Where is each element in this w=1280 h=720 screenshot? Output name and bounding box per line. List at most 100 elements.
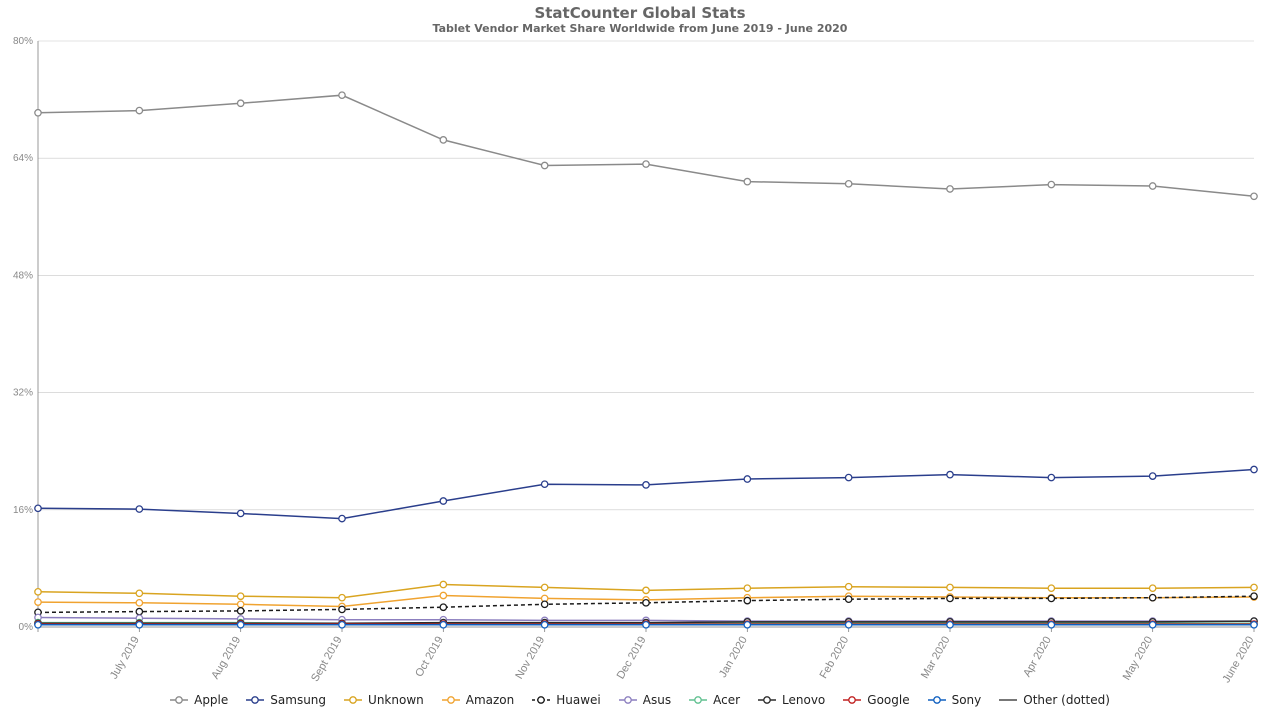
- marker: [237, 510, 243, 516]
- marker: [136, 107, 142, 113]
- legend-swatch: [689, 695, 707, 705]
- svg-text:32%: 32%: [13, 388, 33, 399]
- svg-text:16%: 16%: [13, 505, 33, 516]
- marker: [744, 178, 750, 184]
- marker: [440, 581, 446, 587]
- line-chart: 0% 16% 32% 48% 64% 80% July 2019 Aug 2019 Sept 2…: [0, 37, 1280, 693]
- chart-subtitle: Tablet Vendor Market Share Worldwide fro…: [0, 22, 1280, 37]
- legend-item-unknown: Unknown: [344, 693, 424, 707]
- marker: [339, 595, 345, 601]
- marker: [237, 593, 243, 599]
- legend-swatch: [344, 695, 362, 705]
- legend-swatch: [442, 695, 460, 705]
- marker: [1251, 584, 1257, 590]
- chart-legend: Apple Samsung Unknown Amazon Huawei Asus Acer L…: [0, 693, 1280, 707]
- marker: [339, 622, 345, 628]
- series-samsung: [38, 470, 1254, 519]
- marker: [947, 584, 953, 590]
- legend-label: Google: [867, 693, 909, 707]
- marker: [440, 498, 446, 504]
- marker: [541, 584, 547, 590]
- marker: [1149, 585, 1155, 591]
- legend-label: Asus: [643, 693, 671, 707]
- marker: [35, 589, 41, 595]
- svg-text:Sept 2019: Sept 2019: [309, 635, 344, 684]
- marker: [1251, 466, 1257, 472]
- legend-label: Other (dotted): [1023, 693, 1110, 707]
- svg-text:Dec 2019: Dec 2019: [615, 635, 649, 682]
- svg-text:64%: 64%: [13, 153, 33, 164]
- marker: [845, 181, 851, 187]
- legend-item-amazon: Amazon: [442, 693, 515, 707]
- marker: [744, 622, 750, 628]
- legend-swatch: [758, 695, 776, 705]
- marker: [136, 622, 142, 628]
- marker: [947, 622, 953, 628]
- marker: [1251, 193, 1257, 199]
- marker: [643, 600, 649, 606]
- legend-swatch: [170, 695, 188, 705]
- legend-swatch: [246, 695, 264, 705]
- legend-label: Apple: [194, 693, 228, 707]
- marker: [35, 622, 41, 628]
- svg-text:Apr 2020: Apr 2020: [1021, 635, 1054, 680]
- marker: [1048, 181, 1054, 187]
- marker: [339, 606, 345, 612]
- marker: [136, 600, 142, 606]
- marker: [1149, 622, 1155, 628]
- legend-label: Lenovo: [782, 693, 825, 707]
- legend-item-samsung: Samsung: [246, 693, 326, 707]
- svg-text:0%: 0%: [19, 622, 34, 633]
- marker: [1149, 473, 1155, 479]
- marker: [136, 590, 142, 596]
- chart-title: StatCounter Global Stats: [0, 0, 1280, 22]
- marker: [339, 92, 345, 98]
- svg-text:Mar 2020: Mar 2020: [919, 635, 953, 681]
- svg-text:July 2019: July 2019: [108, 635, 142, 682]
- svg-text:Nov 2019: Nov 2019: [513, 635, 547, 682]
- marker: [440, 137, 446, 143]
- marker: [237, 601, 243, 607]
- legend-swatch: [999, 695, 1017, 705]
- svg-text:Feb 2020: Feb 2020: [818, 635, 852, 681]
- legend-label: Sony: [952, 693, 982, 707]
- marker: [643, 161, 649, 167]
- marker: [1149, 183, 1155, 189]
- legend-item-lenovo: Lenovo: [758, 693, 825, 707]
- svg-text:Aug 2019: Aug 2019: [209, 635, 243, 682]
- svg-text:May 2020: May 2020: [1121, 635, 1156, 683]
- legend-label: Amazon: [466, 693, 515, 707]
- legend-item-sony: Sony: [928, 693, 982, 707]
- marker: [1251, 593, 1257, 599]
- marker: [1048, 622, 1054, 628]
- marker: [237, 622, 243, 628]
- marker: [237, 608, 243, 614]
- svg-text:80%: 80%: [13, 37, 33, 47]
- svg-text:Oct 2019: Oct 2019: [413, 635, 446, 680]
- legend-item-asus: Asus: [619, 693, 671, 707]
- svg-text:48%: 48%: [13, 270, 33, 281]
- marker: [35, 599, 41, 605]
- marker: [35, 505, 41, 511]
- legend-label: Samsung: [270, 693, 326, 707]
- legend-swatch: [619, 695, 637, 705]
- marker: [440, 592, 446, 598]
- marker: [744, 597, 750, 603]
- marker: [1251, 622, 1257, 628]
- marker: [744, 585, 750, 591]
- svg-text:June 2020: June 2020: [1221, 635, 1257, 686]
- legend-label: Huawei: [556, 693, 601, 707]
- marker: [643, 622, 649, 628]
- legend-swatch: [843, 695, 861, 705]
- chart-container: StatCounter Global Stats Tablet Vendor M…: [0, 0, 1280, 720]
- legend-label: Acer: [713, 693, 740, 707]
- marker: [845, 596, 851, 602]
- marker: [35, 110, 41, 116]
- marker: [1149, 595, 1155, 601]
- marker: [744, 476, 750, 482]
- marker: [136, 506, 142, 512]
- marker: [541, 481, 547, 487]
- marker: [541, 622, 547, 628]
- legend-swatch: [532, 695, 550, 705]
- marker: [136, 608, 142, 614]
